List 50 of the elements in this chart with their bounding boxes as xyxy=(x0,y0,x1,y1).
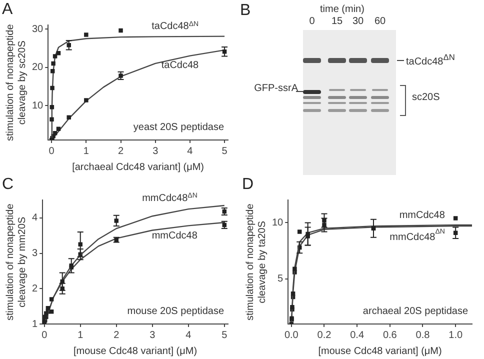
x-tick-label: 5 xyxy=(222,146,228,157)
x-tick-label: 0.6 xyxy=(382,330,398,341)
chart-title: A xyxy=(2,1,13,18)
annotation: yeast 20S peptidase xyxy=(133,122,224,133)
annotation: archaeal 20S peptidase xyxy=(362,306,468,317)
x-tick-label: 2 xyxy=(118,146,124,157)
x-axis-title: [mouse Cdc48 variant] (μM) xyxy=(318,346,442,357)
chart-title: D xyxy=(242,176,254,194)
y-tick-label: 30 xyxy=(32,24,44,35)
series-label: mmCdc48 xyxy=(399,210,446,221)
x-tick-label: 0 xyxy=(48,146,55,157)
category-label: 60 xyxy=(373,16,387,27)
x-tick-label: 5 xyxy=(222,330,228,341)
y-tick-label: 2 xyxy=(32,283,38,294)
x-tick-label: 4 xyxy=(186,330,192,341)
x-tick-label: 1.0 xyxy=(448,330,463,341)
x-tick-label: 0 xyxy=(42,330,48,341)
y-axis-title: stimulation of nonapeptide cleavage by sc20S xyxy=(4,24,28,141)
category-label: 15 xyxy=(330,16,344,27)
x-axis-title: [archaeal Cdc48 variant] (μM) xyxy=(72,162,204,173)
y-axis-title: stimulation of nonapeptide cleavage by mm20S xyxy=(4,203,28,320)
x-tick-label: 0.8 xyxy=(416,330,430,341)
y-tick-label: 4 xyxy=(32,212,38,224)
x-tick-label: 3 xyxy=(150,330,156,341)
y-tick-label: 10 xyxy=(32,100,44,112)
y-axis-title: stimulation of nonapeptide cleavage by ta20S xyxy=(244,203,268,320)
series-label: mmCdc48 xyxy=(152,230,198,242)
text: taCdc48$^{ΔN}$ xyxy=(406,52,455,68)
y-tick-label: 10 xyxy=(272,217,284,228)
x-tick-label: 2 xyxy=(114,330,120,341)
x-tick-label: 4 xyxy=(187,146,194,157)
x-tick-label: 0.4 xyxy=(350,330,364,341)
chart-title: C xyxy=(2,176,14,194)
y-tick-label: 3 xyxy=(32,248,38,260)
series-label: taCdc48 xyxy=(161,60,200,72)
category-label: 0 xyxy=(308,16,316,27)
x-tick-label: 0.2 xyxy=(317,330,332,341)
category-label: 30 xyxy=(351,16,365,27)
x-tick-label: 0.0 xyxy=(284,330,299,341)
text: sc20S xyxy=(412,92,440,103)
x-tick-label: 1 xyxy=(83,146,90,157)
x-axis-title: [mouse Cdc48 variant] (μM) xyxy=(73,346,198,357)
x-tick-label: 3 xyxy=(152,146,159,157)
text: B xyxy=(240,2,251,20)
y-tick-label: 20 xyxy=(32,62,44,74)
x-tick-label: 1 xyxy=(78,330,84,341)
text: time (min) xyxy=(320,4,364,15)
annotation: mouse 20S peptidase xyxy=(127,306,224,317)
y-tick-label: 1 xyxy=(32,318,38,330)
text: GFP-ssrA xyxy=(254,83,298,94)
